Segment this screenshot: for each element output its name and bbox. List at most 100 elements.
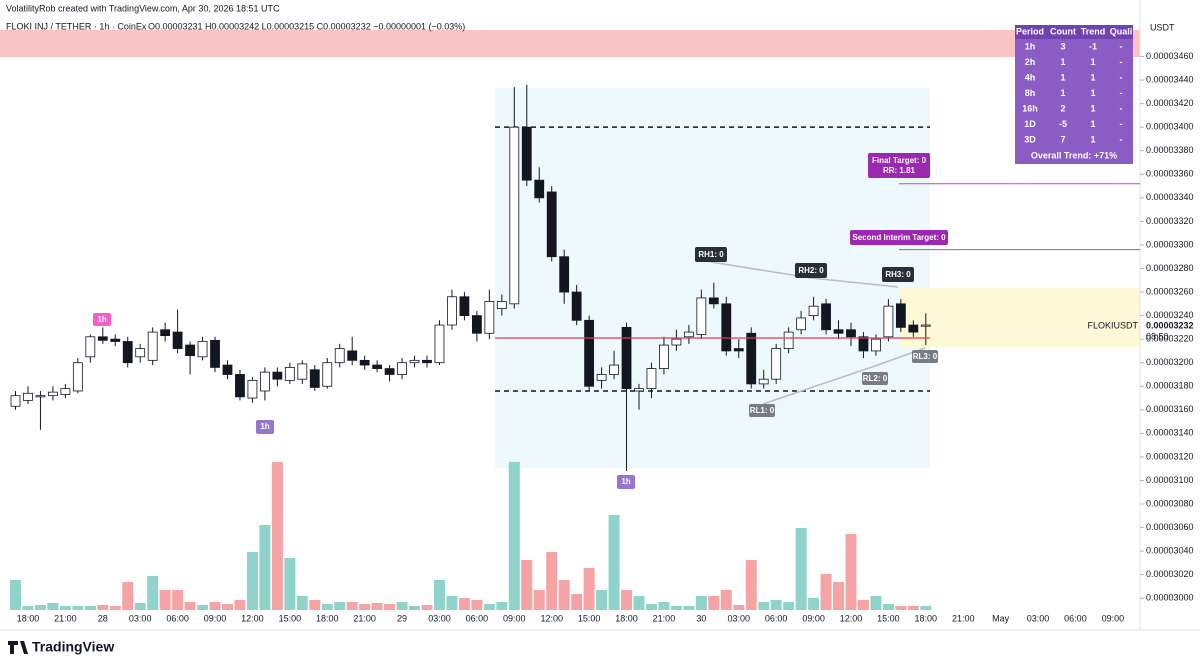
y-tick-label: 0.00003080	[1146, 498, 1194, 508]
volume-bar	[97, 605, 109, 610]
volume-bar	[758, 602, 770, 610]
volume-bar	[346, 602, 358, 610]
volume-bar	[446, 596, 458, 610]
x-tick-label: 06:00	[166, 613, 189, 623]
table-cell: 1	[1090, 57, 1095, 67]
volume-bar	[895, 606, 907, 610]
trend-table	[1015, 25, 1133, 164]
volume-bar	[857, 600, 869, 610]
table-cell: 3D	[1024, 134, 1036, 144]
volume-bar	[259, 525, 271, 610]
table-cell: -1	[1089, 41, 1097, 51]
support-trendline	[762, 347, 926, 405]
candle-body	[596, 374, 607, 381]
volume-bar	[608, 515, 620, 610]
candle-body	[347, 350, 358, 361]
x-tick-label: 30	[696, 613, 706, 623]
candle-body	[471, 315, 482, 334]
volume-bar	[172, 590, 184, 610]
table-cell: -5	[1059, 119, 1067, 129]
candle-body	[796, 317, 807, 331]
x-tick-label: 18:00	[915, 613, 938, 623]
volume-bar	[882, 604, 894, 610]
x-tick-label: 12:00	[840, 613, 863, 623]
candle-body	[359, 359, 370, 366]
table-footer: Overall Trend: +71%	[1031, 150, 1117, 160]
volume-bar	[670, 606, 682, 610]
table-cell: 2	[1060, 103, 1065, 113]
rh-label-box	[795, 263, 827, 278]
volume-bar	[645, 604, 657, 610]
volume-bar	[284, 558, 296, 610]
volume-bar	[359, 604, 371, 610]
table-header: Quali	[1110, 26, 1133, 36]
volume-bar	[870, 596, 882, 610]
volume-bar	[221, 604, 233, 610]
table-cell: 8h	[1025, 88, 1036, 98]
y-tick-label: 0.00003160	[1146, 404, 1194, 414]
volume-bar	[34, 605, 46, 610]
y-tick-label: 0.00003380	[1146, 145, 1194, 155]
x-tick-label: 09:00	[1102, 613, 1125, 623]
rl-label-box	[862, 372, 888, 385]
target-zone	[900, 288, 1140, 347]
x-tick-label: 21:00	[54, 613, 77, 623]
volume-bar	[533, 590, 545, 610]
table-cell: -	[1120, 41, 1123, 51]
candle-body	[422, 359, 432, 364]
table-cell: 1	[1090, 88, 1095, 98]
candle-body	[484, 301, 495, 334]
table-cell: 1	[1060, 57, 1065, 67]
x-tick-label: May	[992, 613, 1010, 623]
x-tick-label: 21:00	[653, 613, 676, 623]
x-tick-label: 28	[98, 613, 108, 623]
volume-bar	[720, 590, 732, 610]
volume-bar	[496, 602, 508, 610]
candle-body	[372, 364, 383, 369]
candle-body	[322, 362, 333, 387]
second-target-label: Second Interim Target: 0	[852, 233, 946, 242]
volume-bar	[84, 606, 96, 610]
y-tick-label: 0.00003180	[1146, 381, 1194, 391]
x-tick-label: 21:00	[952, 613, 975, 623]
table-cell: 1	[1090, 119, 1095, 129]
volume-bar	[833, 582, 845, 610]
table-cell: 1	[1090, 72, 1095, 82]
candle-body	[509, 126, 520, 305]
y-tick-label: 0.00003000	[1146, 593, 1194, 603]
rh-label-box	[882, 267, 914, 282]
y-tick-label: 0.00003020	[1146, 569, 1194, 579]
candle-body	[708, 297, 719, 305]
candle-body	[235, 374, 245, 398]
y-tick-label: 0.00003260	[1146, 286, 1194, 296]
candle-body	[496, 301, 507, 309]
x-tick-label: 21:00	[353, 613, 376, 623]
final-target-label: Final Target: 0	[872, 156, 927, 165]
y-tick-label: 0.00003240	[1146, 310, 1194, 320]
logo: TradingView	[32, 639, 114, 655]
candle-body	[297, 363, 308, 380]
rl-label: RL2: 0	[863, 374, 888, 383]
x-tick-label: 18:00	[316, 613, 339, 623]
volume-bar	[621, 590, 633, 610]
table-cell: 16h	[1022, 103, 1038, 113]
volume-bar	[296, 596, 308, 610]
x-tick-label: 03:00	[727, 613, 750, 623]
volume-bar	[334, 602, 346, 610]
candle-body	[733, 348, 744, 352]
candle-body	[559, 256, 570, 293]
table-cell: 1	[1090, 103, 1095, 113]
price-label-price: 0.00003232	[1146, 320, 1194, 330]
rr-label: RR: 1.81	[883, 166, 916, 175]
candle-body	[895, 303, 906, 328]
candle-body	[858, 336, 869, 352]
marker-box	[256, 420, 274, 434]
candle-body	[683, 331, 694, 338]
currency: USDT	[1150, 22, 1175, 32]
volume-bar	[47, 603, 59, 610]
x-tick-label: 03:00	[129, 613, 152, 623]
candle-body	[85, 336, 96, 358]
volume-bar	[745, 560, 757, 610]
marker-box	[93, 313, 111, 326]
